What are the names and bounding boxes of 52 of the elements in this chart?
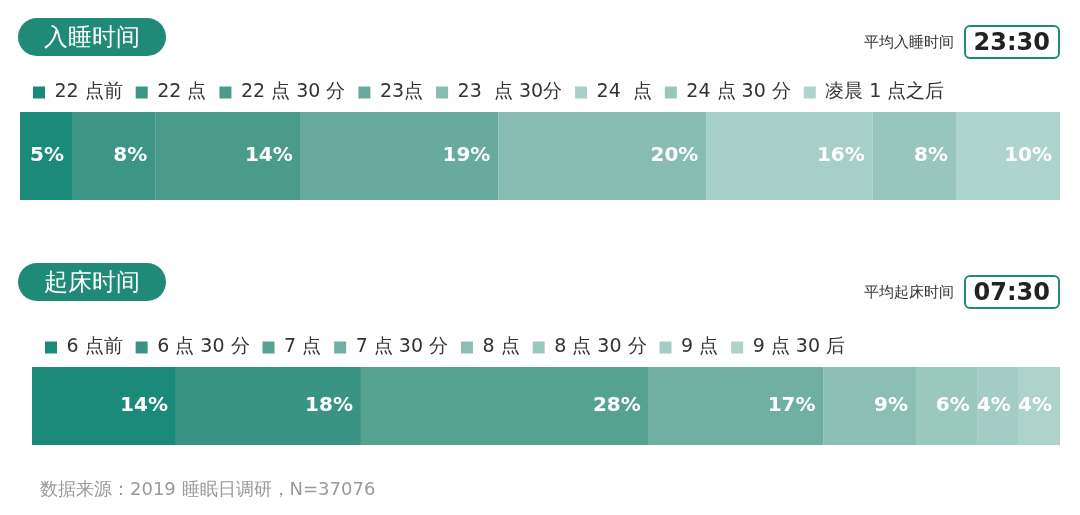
data-label: 20% [650, 142, 699, 167]
bar [360, 367, 649, 445]
data-label: 10% [1004, 142, 1052, 167]
text: 平均起床时间 [863, 282, 954, 302]
legend-label: 22 点前 [54, 79, 123, 102]
text: 23:30 [963, 25, 1060, 59]
bar [956, 112, 1060, 200]
bar [20, 112, 72, 200]
data-label: 16% [816, 142, 865, 167]
legend-label: 6 点 30 分 [157, 334, 250, 357]
legend-label: 8 点 30 分 [554, 334, 647, 357]
legend-label: 24 点 30 分 [686, 79, 791, 102]
data-label: 4% [976, 392, 1011, 417]
data-label: 14% [120, 392, 168, 417]
data-label: 6% [935, 392, 970, 417]
data-label: 14% [244, 142, 293, 167]
legend-label: 7 点 [284, 334, 322, 357]
data-label: 4% [1018, 392, 1052, 417]
bar [706, 112, 873, 200]
legend-label: 7 点 30 分 [355, 334, 449, 357]
data-label: 8% [914, 142, 948, 167]
data-label: 28% [592, 392, 641, 417]
legend-label: 22 点 30 分 [240, 79, 346, 102]
bar [300, 112, 499, 200]
legend-label: 凌晨 1 点之后 [825, 79, 945, 102]
bar [872, 112, 956, 200]
bar [498, 112, 707, 200]
legend-label: 22 点 [157, 79, 207, 102]
legend-label: 23点 [379, 79, 424, 102]
legend-label: 9 点 30 后 [752, 334, 846, 357]
chart-title: 起床时间 [18, 263, 166, 301]
data-label: 8% [113, 142, 148, 167]
data-label: 5% [30, 142, 64, 167]
text: 平均入睡时间 [863, 32, 954, 52]
legend-label: 6 点前 [66, 334, 123, 357]
legend-label: 24 点 [596, 79, 652, 102]
bar [32, 367, 176, 445]
bar [175, 367, 361, 445]
chart-title: 入睡时间 [18, 18, 166, 56]
bar [155, 112, 301, 200]
data-label: 17% [767, 392, 816, 417]
data-label: 19% [442, 142, 491, 167]
bar [72, 112, 156, 200]
legend-label: 8 点 [482, 334, 520, 357]
data-label: 9% [874, 392, 909, 417]
legend-label: 23 点 30分 [457, 79, 563, 102]
bar [648, 367, 824, 445]
text: 07:30 [963, 275, 1060, 309]
legend-label: 9 点 [681, 334, 719, 357]
data-label: 18% [305, 392, 353, 417]
bar [823, 367, 917, 445]
source-note: 数据来源：2019 睡眠日调研，N=37076 [40, 477, 376, 501]
